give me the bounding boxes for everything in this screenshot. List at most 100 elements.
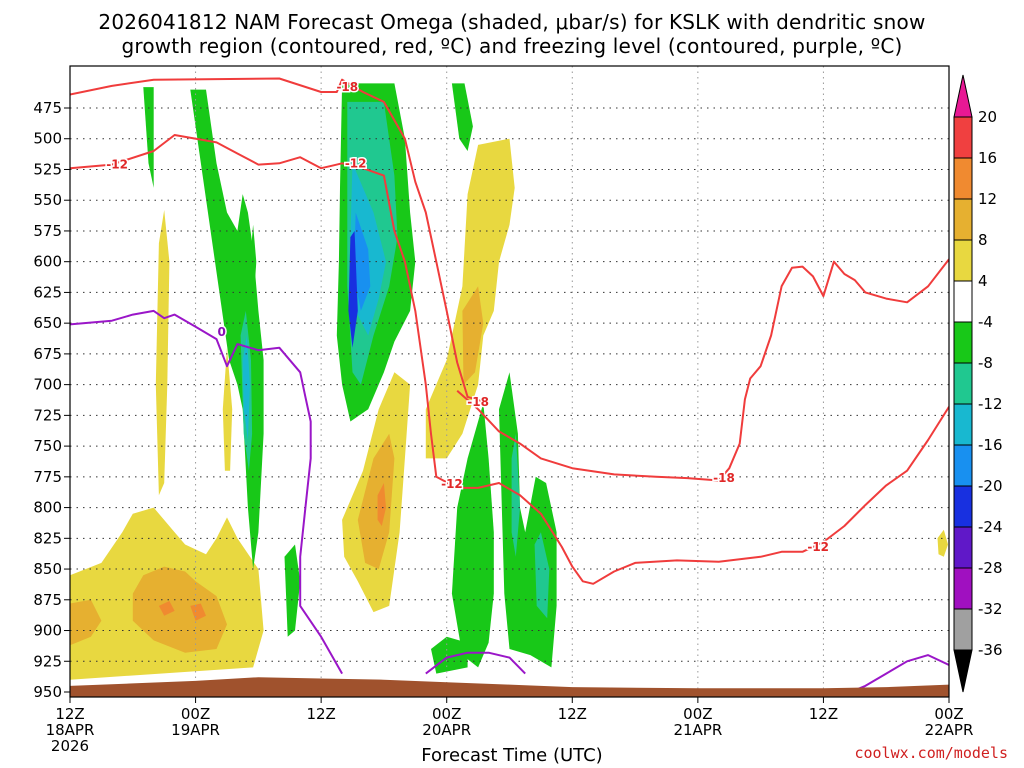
contour-label: -12 <box>106 158 128 172</box>
omega-region <box>377 483 386 526</box>
colorbar-swatch <box>953 608 973 651</box>
colorbar-label: -12 <box>978 395 1003 413</box>
x-tick-label: 2026 <box>51 737 89 755</box>
omega-region <box>158 601 175 616</box>
contour-label: -12 <box>345 156 367 170</box>
colorbar-swatch <box>953 485 973 528</box>
dendritic-contour <box>70 77 489 405</box>
colorbar-swatch <box>953 444 973 487</box>
colorbar-label: 12 <box>978 190 997 208</box>
colorbar-label: -36 <box>978 641 1003 659</box>
colorbar-swatch <box>953 321 973 364</box>
y-tick-label: 700 <box>33 376 62 394</box>
colorbar-top-arrow <box>953 74 973 118</box>
dendritic-contour <box>70 134 949 585</box>
x-tick-label: 00Z <box>181 705 210 723</box>
omega-region <box>353 212 371 311</box>
omega-region <box>511 433 520 557</box>
y-tick-label: 525 <box>33 160 62 178</box>
colorbar-label: -8 <box>978 354 993 372</box>
x-tick-label: 00Z <box>934 705 963 723</box>
freezing-level-contour <box>425 651 526 675</box>
colorbar-label: -4 <box>978 313 993 331</box>
colorbar-swatch <box>953 116 973 159</box>
colorbar-swatch <box>953 157 973 200</box>
freezing-level-contour <box>70 309 343 675</box>
omega-region <box>284 544 301 637</box>
omega-region <box>70 599 102 646</box>
y-tick-label: 875 <box>33 591 62 609</box>
y-tick-label: 500 <box>33 130 62 148</box>
omega-region <box>222 347 233 471</box>
omega-region <box>348 230 358 348</box>
y-tick-label: 675 <box>33 345 62 363</box>
x-tick-label: 22APR <box>925 721 974 739</box>
y-tick-label: 800 <box>33 499 62 517</box>
watermark-link[interactable]: coolwx.com/models <box>854 744 1008 762</box>
contour-label: -18 <box>713 471 735 485</box>
omega-region <box>431 636 468 674</box>
colorbar-label: 20 <box>978 108 997 126</box>
omega-region <box>250 224 257 311</box>
omega-region <box>190 603 206 621</box>
colorbar-label: -24 <box>978 518 1003 536</box>
omega-region <box>534 532 550 619</box>
omega-shading <box>70 83 948 680</box>
x-tick-label: 12Z <box>809 705 838 723</box>
omega-region <box>425 138 515 459</box>
colorbar-swatch <box>953 567 973 610</box>
x-tick-label: 18APR <box>46 721 95 739</box>
colorbar-label: -20 <box>978 477 1003 495</box>
colorbar-label: -32 <box>978 600 1003 618</box>
y-tick-label: 650 <box>33 314 62 332</box>
omega-region <box>132 566 227 653</box>
contour-label: -12 <box>807 540 829 554</box>
colorbar-label: 8 <box>978 231 988 249</box>
chart-title-line1: 2026041812 NAM Forecast Omega (shaded, μ… <box>98 10 926 34</box>
y-tick-label: 750 <box>33 437 62 455</box>
x-tick-label: 12Z <box>306 705 335 723</box>
topography-fill <box>70 677 949 697</box>
y-tick-label: 825 <box>33 529 62 547</box>
freezing-level-contour <box>844 654 949 696</box>
omega-region <box>451 83 473 151</box>
contour-label: -18 <box>467 395 489 409</box>
y-tick-label: 625 <box>33 283 62 301</box>
contour-label: -18 <box>336 80 358 94</box>
colorbar-label: -28 <box>978 559 1003 577</box>
contour-lines: -18 -12 -12 -12 -12 -18 -18 0 <box>70 77 949 696</box>
contour-label: -12 <box>441 477 463 491</box>
x-tick-label: 19APR <box>171 721 220 739</box>
y-tick-label: 925 <box>33 652 62 670</box>
ground-terrain <box>70 677 949 697</box>
omega-region <box>451 403 494 668</box>
omega-region <box>143 87 154 188</box>
omega-colorbar: 20 16 12 8 4 -4 -8 -12 -16 -20 -24 -28 -32 -36 <box>953 74 1003 693</box>
colorbar-swatch <box>953 239 973 282</box>
x-tick-label: 12Z <box>55 705 84 723</box>
omega-region <box>190 89 264 570</box>
y-tick-label: 725 <box>33 406 62 424</box>
colorbar-swatch <box>953 526 973 569</box>
omega-region <box>155 210 170 496</box>
x-tick-label: 21APR <box>673 721 722 739</box>
omega-region <box>499 372 557 668</box>
chart-title: 2026041812 NAM Forecast Omega (shaded, μ… <box>0 10 1024 58</box>
y-tick-label: 850 <box>33 560 62 578</box>
colorbar-swatch <box>953 198 973 241</box>
dendritic-contour <box>456 258 949 482</box>
omega-region <box>462 286 484 385</box>
x-axis-label: Forecast Time (UTC) <box>421 745 603 766</box>
x-tick-label: 00Z <box>432 705 461 723</box>
omega-region <box>937 529 948 557</box>
colorbar-swatch <box>953 362 973 405</box>
chart-title-line2: growth region (contoured, red, ºC) and f… <box>121 34 903 58</box>
x-tick-label: 20APR <box>422 721 471 739</box>
colorbar-label: 16 <box>978 149 997 167</box>
y-tick-label: 475 <box>33 99 62 117</box>
x-tick-label: 00Z <box>683 705 712 723</box>
contour-label: 0 <box>218 325 226 339</box>
y-tick-label: 950 <box>33 683 62 701</box>
